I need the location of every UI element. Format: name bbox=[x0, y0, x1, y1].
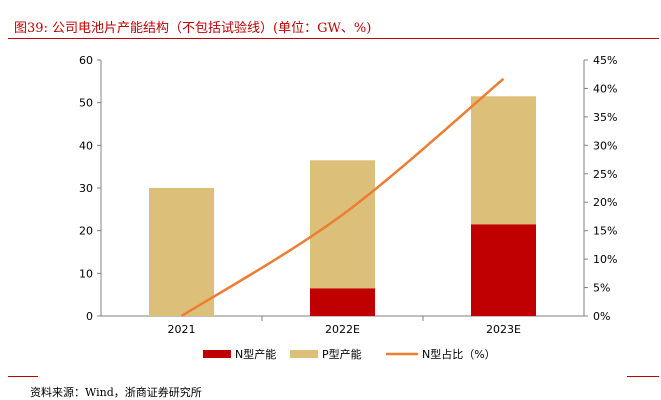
left-tick-label: 0 bbox=[86, 310, 93, 323]
right-tick-label: 20% bbox=[593, 196, 617, 209]
source-note: 资料来源：Wind，浙商证券研究所 bbox=[30, 386, 202, 399]
right-tick-label: 35% bbox=[593, 111, 617, 124]
left-tick-label: 30 bbox=[79, 182, 93, 195]
bar-p-type bbox=[310, 160, 375, 289]
right-tick-label: 15% bbox=[593, 225, 617, 238]
bar-p-type bbox=[471, 96, 536, 225]
title-divider bbox=[8, 38, 659, 39]
left-tick-label: 20 bbox=[79, 225, 93, 238]
n-type-ratio-line bbox=[180, 77, 505, 318]
legend-label-n-type: N型产能 bbox=[235, 347, 276, 361]
bar-p-type bbox=[149, 188, 214, 316]
x-tick-label: 2022E bbox=[325, 323, 360, 336]
right-tick-label: 40% bbox=[593, 82, 617, 95]
right-tick-label: 25% bbox=[593, 168, 617, 181]
right-tick-label: 0% bbox=[593, 310, 610, 323]
left-tick-label: 40 bbox=[79, 139, 93, 152]
right-tick-label: 30% bbox=[593, 139, 617, 152]
legend-label-p-type: P型产能 bbox=[322, 347, 362, 361]
bar-n-type bbox=[310, 288, 375, 316]
legend-label-ratio: N型占比（%） bbox=[422, 347, 496, 361]
footer-divider-left bbox=[8, 376, 38, 377]
chart-title: 图39: 公司电池片产能结构（不包括试验线）(单位：GW、%) bbox=[14, 21, 372, 36]
legend-swatch-n-type bbox=[203, 350, 231, 358]
right-tick-label: 5% bbox=[593, 282, 610, 295]
right-tick-label: 10% bbox=[593, 253, 617, 266]
left-tick-label: 10 bbox=[79, 267, 93, 280]
x-tick-label: 2021 bbox=[168, 323, 196, 336]
x-tick-label: 2023E bbox=[486, 323, 521, 336]
bar-n-type bbox=[471, 224, 536, 316]
left-tick-label: 50 bbox=[79, 97, 93, 110]
left-tick-label: 60 bbox=[79, 54, 93, 67]
footer-divider-right bbox=[627, 376, 659, 377]
legend-swatch-p-type bbox=[290, 350, 318, 358]
right-tick-label: 45% bbox=[593, 54, 617, 67]
